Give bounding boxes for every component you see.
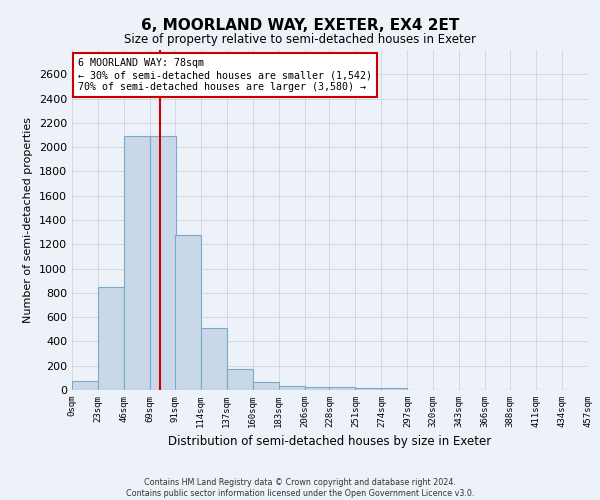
X-axis label: Distribution of semi-detached houses by size in Exeter: Distribution of semi-detached houses by … xyxy=(169,436,491,448)
Text: 6, MOORLAND WAY, EXETER, EX4 2ET: 6, MOORLAND WAY, EXETER, EX4 2ET xyxy=(141,18,459,32)
Bar xyxy=(329,387,355,390)
Text: 6 MOORLAND WAY: 78sqm
← 30% of semi-detached houses are smaller (1,542)
70% of s: 6 MOORLAND WAY: 78sqm ← 30% of semi-deta… xyxy=(78,58,372,92)
Text: Contains HM Land Registry data © Crown copyright and database right 2024.
Contai: Contains HM Land Registry data © Crown c… xyxy=(126,478,474,498)
Bar xyxy=(382,388,407,390)
Y-axis label: Number of semi-detached properties: Number of semi-detached properties xyxy=(23,117,34,323)
Bar xyxy=(227,370,253,390)
Bar xyxy=(150,136,176,390)
Bar xyxy=(175,234,201,390)
Bar xyxy=(355,388,382,390)
Bar xyxy=(98,287,124,390)
Bar xyxy=(201,328,227,390)
Bar xyxy=(253,382,278,390)
Bar xyxy=(124,136,150,390)
Bar xyxy=(305,387,331,390)
Bar xyxy=(72,381,98,390)
Text: Size of property relative to semi-detached houses in Exeter: Size of property relative to semi-detach… xyxy=(124,32,476,46)
Bar xyxy=(278,386,305,390)
